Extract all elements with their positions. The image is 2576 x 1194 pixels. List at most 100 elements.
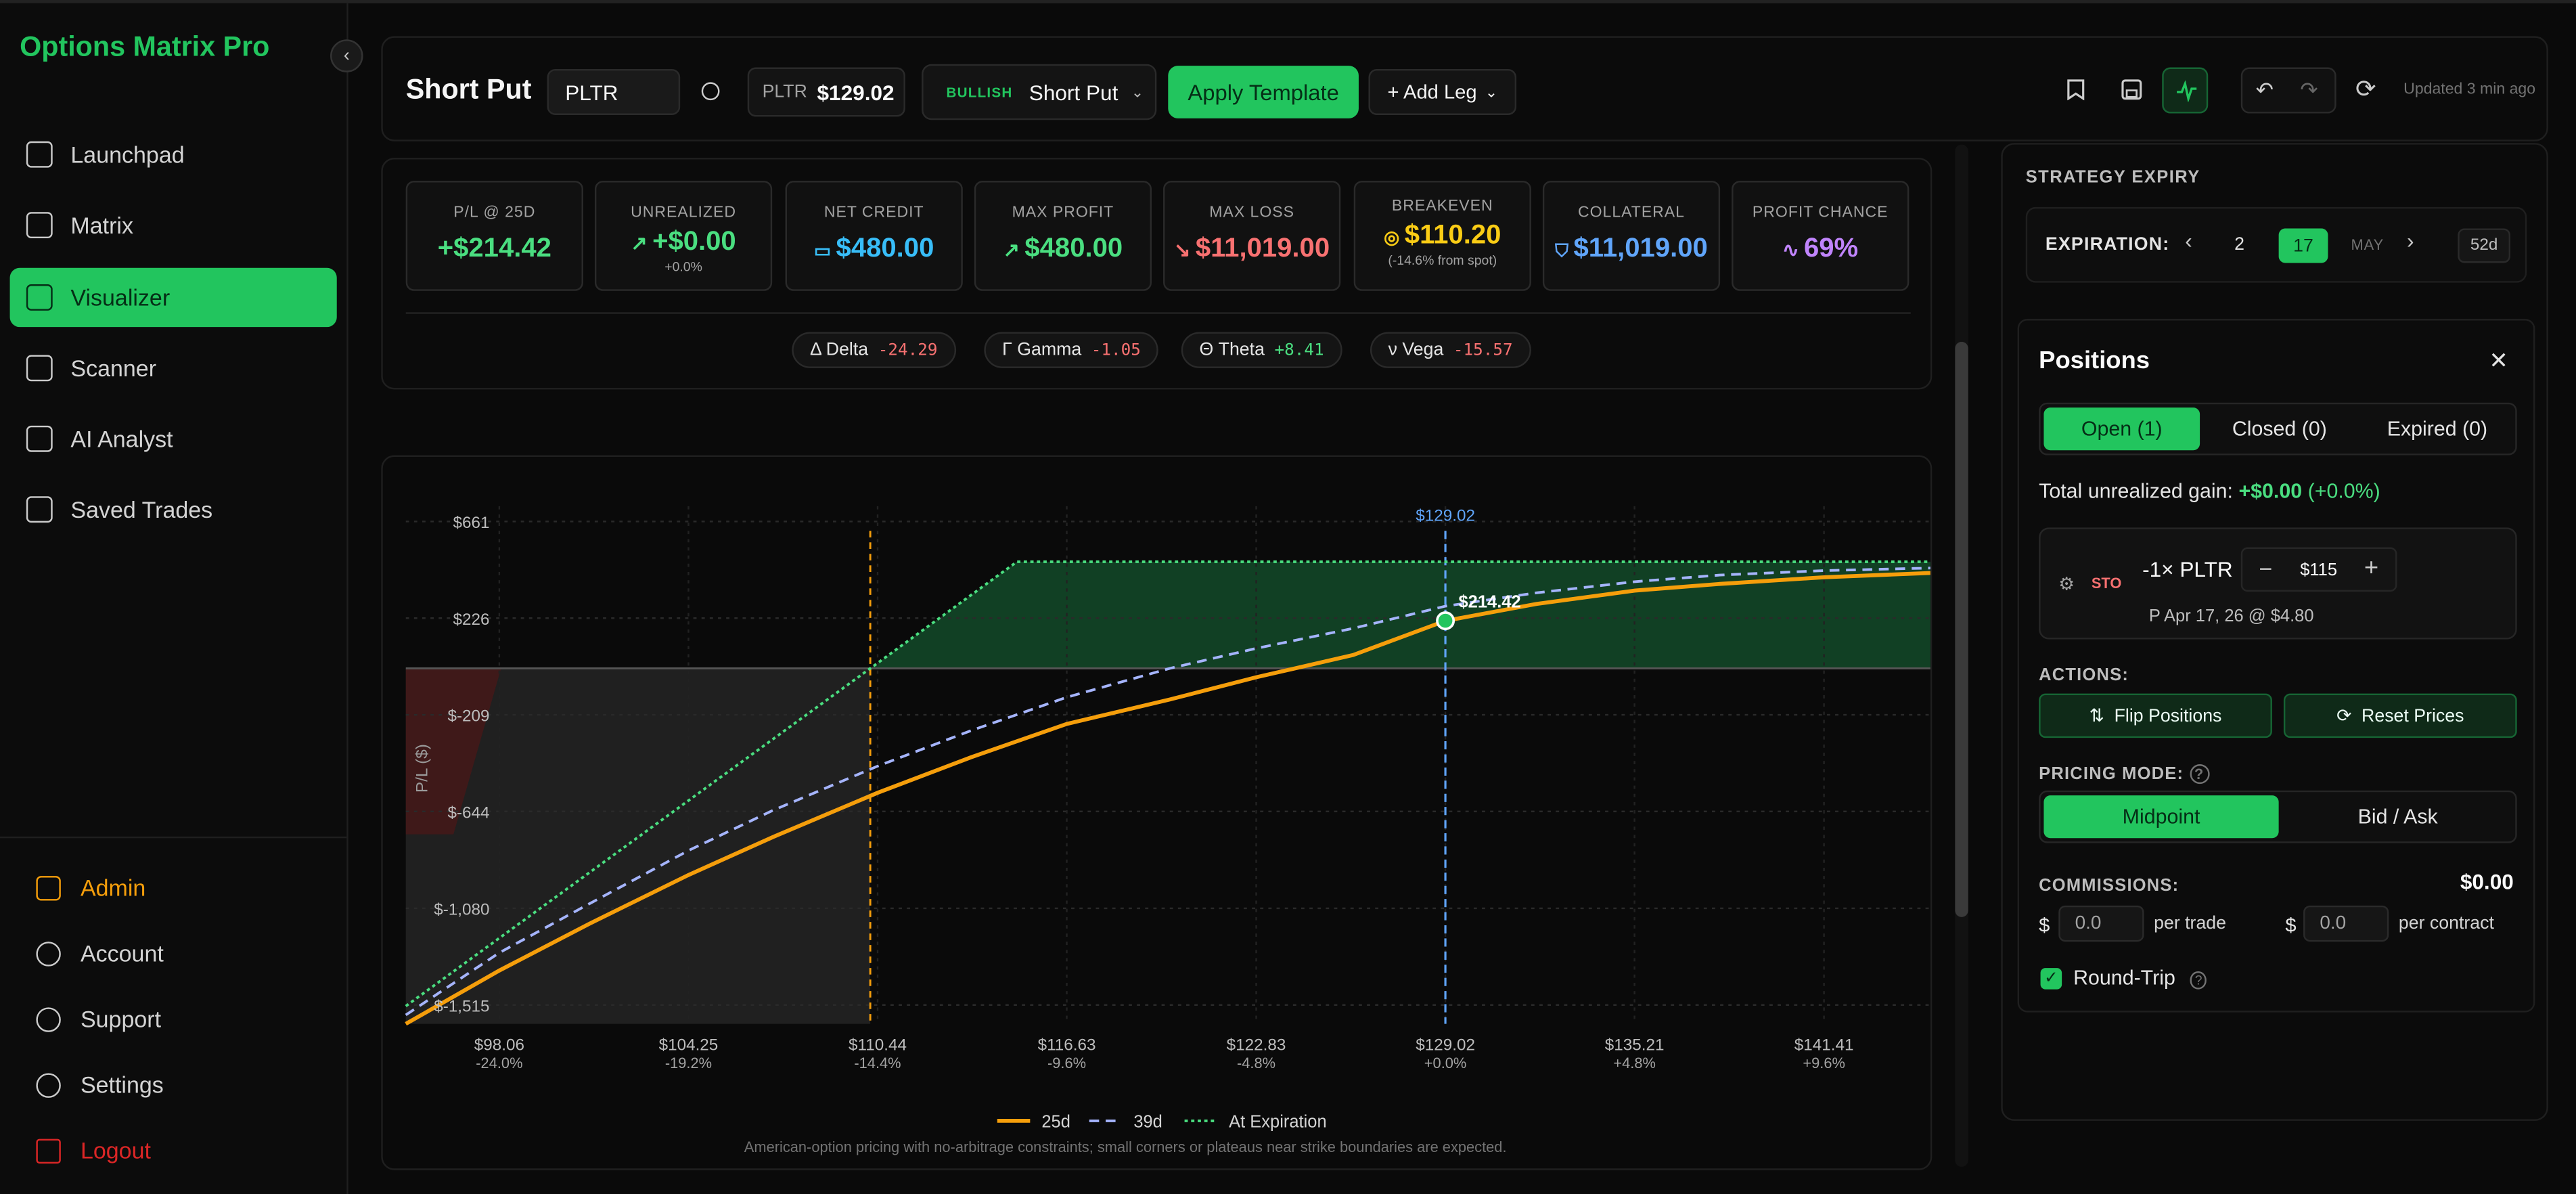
stat-label: UNREALIZED bbox=[631, 204, 736, 222]
sidebar-item-saved-trades[interactable]: Saved Trades bbox=[10, 481, 337, 539]
stat-unrealized: UNREALIZED ↗ +$0.00 +0.0% bbox=[594, 181, 773, 291]
undo-icon[interactable]: ↶ bbox=[2255, 77, 2274, 102]
redo-icon[interactable]: ↷ bbox=[2300, 77, 2318, 102]
sidebar-item-logout[interactable]: Logout bbox=[20, 1118, 332, 1183]
greek-value: -24.29 bbox=[878, 340, 938, 359]
current-pl-marker bbox=[1436, 611, 1455, 631]
chevron-left-icon: ‹ bbox=[343, 45, 350, 66]
x-tick-label: $135.21 bbox=[1605, 1036, 1665, 1054]
stat-sub: (-14.6% from spot) bbox=[1388, 252, 1497, 268]
leg-action-badge: STO bbox=[2091, 575, 2122, 592]
strategy-select[interactable]: BULLISH Short Put ⌄ bbox=[922, 64, 1157, 120]
expiry-date-option[interactable]: 2 bbox=[2234, 235, 2244, 255]
flip-positions-button[interactable]: ⇅ Flip Positions bbox=[2039, 693, 2272, 738]
payoff-chart-panel: $129.02 $661 $226 $-209 $-644 $-1,080 $-1,515 P… bbox=[381, 455, 1933, 1170]
x-tick-pct-label: -4.8% bbox=[1237, 1055, 1275, 1071]
sidebar-item-ai-analyst[interactable]: AI Analyst bbox=[10, 410, 337, 468]
legend-label: 39d bbox=[1133, 1113, 1162, 1132]
stat-label: MAX LOSS bbox=[1209, 204, 1294, 222]
sidebar-item-label: Scanner bbox=[70, 355, 157, 382]
trend-up-icon: ↗ bbox=[1003, 238, 1020, 262]
refresh-icon[interactable]: ⟳ bbox=[2355, 75, 2376, 104]
stat-profit-chance: PROFIT CHANCE ∿ 69% bbox=[1732, 181, 1910, 291]
help-icon[interactable]: ? bbox=[2189, 764, 2209, 784]
sidebar-item-support[interactable]: Support bbox=[20, 986, 332, 1052]
scrollbar-thumb[interactable] bbox=[1955, 342, 1968, 917]
activity-icon bbox=[2177, 80, 2197, 102]
position-leg-card: ⚙ STO -1× PLTR − $115 + P Apr 17, 26 @ $… bbox=[2039, 527, 2517, 640]
stat-label: COLLATERAL bbox=[1577, 204, 1685, 222]
bar-chart-icon bbox=[26, 212, 53, 239]
x-tick-pct-label: +9.6% bbox=[1803, 1055, 1845, 1071]
strike-value[interactable]: $115 bbox=[2300, 560, 2338, 581]
tab-open[interactable]: Open (1) bbox=[2043, 407, 2200, 451]
collapse-sidebar-button[interactable]: ‹ bbox=[330, 39, 363, 72]
per-trade-input[interactable]: 0.0 bbox=[2058, 905, 2144, 942]
pricing-midpoint[interactable]: Midpoint bbox=[2043, 795, 2279, 839]
series-line-39d bbox=[405, 567, 1930, 1017]
payoff-chart[interactable]: $129.02 $661 $226 $-209 $-644 $-1,080 $-1,515 P… bbox=[383, 457, 1933, 1170]
minus-icon[interactable]: − bbox=[2259, 555, 2273, 582]
sidebar-item-label: Account bbox=[80, 939, 164, 967]
roundtrip-checkbox[interactable]: ✓ bbox=[2040, 968, 2062, 990]
scan-icon bbox=[26, 355, 53, 382]
chevron-down-icon: ⌄ bbox=[1485, 83, 1498, 100]
reset-prices-button[interactable]: ⟳ Reset Prices bbox=[2283, 693, 2517, 738]
tab-expired[interactable]: Expired (0) bbox=[2387, 417, 2488, 441]
loss-shade bbox=[405, 668, 501, 835]
chevron-left-icon[interactable]: ‹ bbox=[2185, 228, 2192, 253]
add-leg-label: + Add Leg bbox=[1387, 80, 1477, 104]
bookmark-icon bbox=[26, 497, 53, 524]
apply-template-button[interactable]: Apply Template bbox=[1168, 66, 1359, 118]
sidebar-item-launchpad[interactable]: Launchpad bbox=[10, 125, 337, 184]
x-tick-label: $129.02 bbox=[1416, 1036, 1475, 1054]
per-contract-input[interactable]: 0.0 bbox=[2303, 905, 2389, 942]
per-contract-label: per contract bbox=[2398, 913, 2494, 934]
x-tick-label: $98.06 bbox=[474, 1036, 524, 1054]
sidebar-item-visualizer[interactable]: Visualizer bbox=[9, 267, 337, 327]
greek-label: Δ Delta bbox=[810, 340, 869, 360]
x-tick-label: $116.63 bbox=[1038, 1036, 1096, 1054]
currency-symbol: $ bbox=[2285, 913, 2297, 937]
help-icon[interactable]: ? bbox=[2190, 971, 2207, 990]
pricing-bid-ask[interactable]: Bid / Ask bbox=[2357, 805, 2438, 828]
gear-icon[interactable]: ⚙ bbox=[2058, 575, 2075, 595]
main-scrollbar[interactable] bbox=[1955, 144, 1968, 1167]
leg-qty-symbol: -1× PLTR bbox=[2142, 557, 2233, 582]
total-unrealized: Total unrealized gain: +$0.00 (+0.0%) bbox=[2039, 480, 2380, 503]
plus-icon[interactable]: + bbox=[2364, 554, 2379, 582]
chevron-right-icon[interactable]: › bbox=[2407, 228, 2414, 253]
positions-panel: Positions ✕ Open (1) Closed (0) Expired … bbox=[2017, 319, 2535, 1013]
sidebar-item-admin[interactable]: Admin bbox=[20, 855, 332, 921]
greek-value: +8.41 bbox=[1274, 340, 1324, 359]
sidebar-item-scanner[interactable]: Scanner bbox=[10, 338, 337, 397]
stat-max-loss: MAX LOSS ↘ $11,019.00 bbox=[1163, 181, 1341, 291]
sidebar-item-matrix[interactable]: Matrix bbox=[10, 196, 337, 255]
expiry-date-selected[interactable]: 17 bbox=[2278, 228, 2328, 263]
sidebar-nav: Launchpad Matrix Visualizer Scanner AI A… bbox=[9, 125, 337, 552]
sidebar-item-label: AI Analyst bbox=[70, 426, 173, 453]
per-trade-label: per trade bbox=[2154, 913, 2227, 934]
greek-theta: Θ Theta +8.41 bbox=[1181, 332, 1342, 368]
stat-label: P/L @ 25D bbox=[453, 204, 536, 222]
y-axis-label: P/L ($) bbox=[413, 744, 431, 793]
symbol-input[interactable] bbox=[547, 68, 681, 115]
bookmark-icon[interactable] bbox=[2062, 76, 2088, 102]
x-tick-label: $141.41 bbox=[1794, 1036, 1854, 1054]
flip-icon: ⇅ bbox=[2089, 707, 2105, 727]
stat-value: $480.00 bbox=[836, 233, 934, 263]
save-icon[interactable] bbox=[2118, 76, 2144, 102]
tab-closed[interactable]: Closed (0) bbox=[2232, 417, 2327, 441]
y-tick-label: $-1,515 bbox=[434, 997, 489, 1015]
app-logo: Options Matrix Pro bbox=[20, 31, 270, 63]
sidebar-item-account[interactable]: Account bbox=[20, 921, 332, 986]
page-title: Short Put bbox=[405, 74, 532, 106]
sidebar-item-settings[interactable]: Settings bbox=[20, 1052, 332, 1118]
stats-panel: P/L @ 25D +$214.42 UNREALIZED ↗ +$0.00 +0.0%… bbox=[381, 158, 1933, 390]
greek-value: -15.57 bbox=[1453, 340, 1513, 359]
add-leg-button[interactable]: + Add Leg ⌄ bbox=[1368, 68, 1517, 115]
strategy-expiry-heading: STRATEGY EXPIRY bbox=[2025, 167, 2200, 187]
activity-toggle[interactable] bbox=[2162, 67, 2209, 114]
search-icon[interactable] bbox=[701, 82, 720, 101]
close-icon[interactable]: ✕ bbox=[2489, 347, 2508, 374]
